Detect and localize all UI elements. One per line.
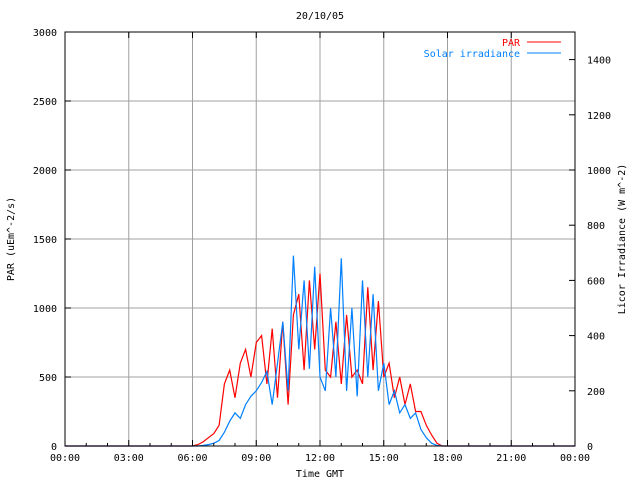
y-tick-label: 1500 — [33, 235, 57, 246]
legend-label-solar-irradiance: Solar irradiance — [424, 49, 520, 60]
x-tick-label: 09:00 — [241, 453, 271, 464]
y2-tick-label: 200 — [587, 387, 605, 398]
y2-tick-label: 800 — [587, 221, 605, 232]
ticks: 00:00 03:00 06:00 09:00 12:00 15:00 18:00 21:00… — [33, 28, 611, 464]
x-tick-label: 00:00 — [50, 453, 80, 464]
x-axis-label: Time GMT — [296, 469, 344, 480]
x-tick-label: 12:00 — [305, 453, 335, 464]
y-tick-label: 1000 — [33, 304, 57, 315]
y-tick-label: 2000 — [33, 166, 57, 177]
x-tick-label: 21:00 — [496, 453, 526, 464]
y2-tick-label: 1000 — [587, 166, 611, 177]
y2-tick-label: 400 — [587, 332, 605, 343]
x-tick-label: 15:00 — [369, 453, 399, 464]
x-tick-label: 18:00 — [432, 453, 462, 464]
y2-tick-label: 600 — [587, 276, 605, 287]
x-tick-label: 00:00 — [560, 453, 590, 464]
y-tick-label: 3000 — [33, 28, 57, 39]
y2-tick-label: 1400 — [587, 56, 611, 67]
y2-tick-label: 0 — [587, 442, 593, 453]
series-line-par — [65, 273, 575, 447]
legend: PAR Solar irradiance — [424, 38, 561, 60]
x-tick-label: 06:00 — [177, 453, 207, 464]
y2-tick-label: 1200 — [587, 111, 611, 122]
chart-title: 20/10/05 — [296, 11, 344, 22]
y-tick-label: 2500 — [33, 97, 57, 108]
x-tick-label: 03:00 — [114, 453, 144, 464]
y-tick-label: 0 — [51, 442, 57, 453]
y-axis-label: PAR (uEm^-2/s) — [6, 197, 17, 281]
series-line-solar-irradiance — [65, 255, 575, 447]
y2-axis-label: Licor Irradiance (W m^-2) — [617, 164, 628, 315]
y-tick-label: 500 — [39, 373, 57, 384]
grid-lines — [65, 32, 575, 446]
legend-label-par: PAR — [502, 38, 521, 49]
series-group — [65, 255, 575, 447]
